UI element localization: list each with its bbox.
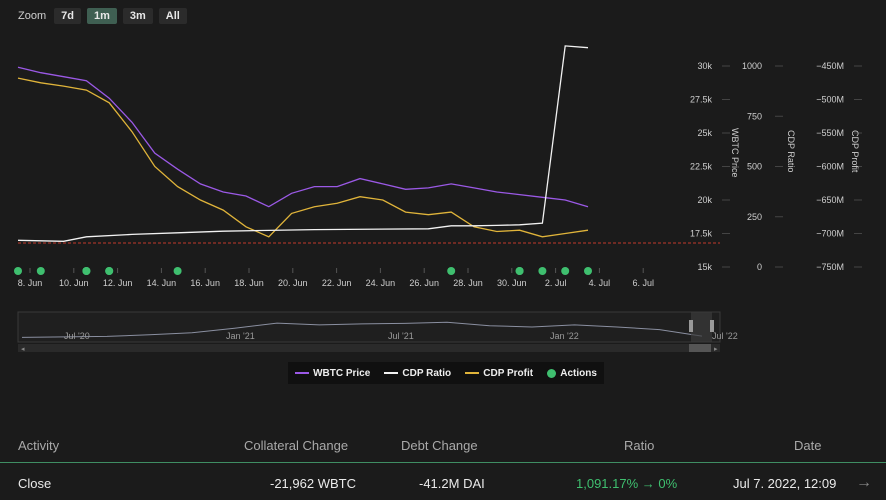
row-collateral: -21,962 WBTC: [270, 476, 356, 491]
navigator[interactable]: Jul '20 Jan '21 Jul '21 Jan '22 Jul '22 ◂ ▸: [0, 300, 886, 360]
legend-wbtc-swatch: [295, 372, 310, 374]
y-tick-label: 17.5k: [690, 229, 713, 239]
legend-ratio-label: CDP Ratio: [402, 367, 452, 379]
y-tick-label: −650M: [816, 195, 844, 205]
action-marker: [515, 267, 524, 275]
y-tick-label: 500: [747, 162, 762, 172]
x-tick-label: 26. Jun: [409, 278, 439, 288]
x-tick-label: 30. Jun: [497, 278, 527, 288]
header-date: Date: [794, 438, 822, 453]
navigator-label: Jul '20: [64, 331, 90, 341]
zoom-bar: Zoom 7d 1m 3m All: [18, 8, 187, 24]
x-tick-label: 18. Jun: [234, 278, 264, 288]
chart-legend: WBTC Price CDP Ratio CDP Profit Actions: [288, 362, 604, 384]
y-tick-label: −450M: [816, 61, 844, 71]
row-ratio: 1,091.17% → 0%: [576, 476, 678, 491]
zoom-all-button[interactable]: All: [158, 8, 187, 24]
action-marker: [173, 267, 182, 275]
header-collateral: Collateral Change: [244, 438, 349, 453]
legend-actions-label: Actions: [560, 367, 597, 379]
action-marker: [105, 267, 114, 275]
legend-wbtc-label: WBTC Price: [313, 367, 371, 379]
y-tick-label: 0: [757, 262, 762, 272]
navigator-label: Jan '21: [226, 331, 255, 341]
y-tick-label: 15k: [697, 262, 712, 272]
navigator-scrollbar: [18, 344, 720, 352]
y-tick-label: 250: [747, 212, 762, 222]
scroll-right-icon: ▸: [714, 346, 718, 353]
series-cdp-profit: [17, 77, 589, 238]
x-tick-label: 22. Jun: [322, 278, 352, 288]
header-debt: Debt Change: [401, 438, 478, 453]
legend-profit-swatch: [465, 372, 480, 374]
y-tick-label: −600M: [816, 162, 844, 172]
x-tick-label: 28. Jun: [453, 278, 483, 288]
row-debt: -41.2M DAI: [419, 476, 485, 491]
x-tick-label: 20. Jun: [278, 278, 308, 288]
y-tick-label: 20k: [697, 195, 712, 205]
y-tick-label: 27.5k: [690, 95, 713, 105]
table-row[interactable]: Close -21,962 WBTC -41.2M DAI 1,091.17% …: [0, 476, 886, 496]
x-tick-label: 10. Jun: [59, 278, 89, 288]
header-activity: Activity: [18, 438, 60, 453]
action-marker: [447, 267, 456, 275]
main-chart: 8. Jun 10. Jun 12. Jun 14. Jun 16. Jun 18. Ju…: [14, 45, 862, 288]
y-tick-label: −700M: [816, 229, 844, 239]
y-tick-label: 1000: [742, 61, 762, 71]
action-marker: [36, 267, 45, 275]
x-tick-label: 2. Jul: [545, 278, 567, 288]
y-tick-label: −500M: [816, 95, 844, 105]
arrow-right-icon[interactable]: →: [856, 474, 872, 491]
series-wbtc-price: [17, 66, 589, 208]
action-marker: [538, 267, 547, 275]
y-tick-label: 25k: [697, 128, 712, 138]
navigator-label: Jul '21: [388, 331, 414, 341]
legend-actions[interactable]: Actions: [547, 368, 597, 379]
y-tick-label: −550M: [816, 128, 844, 138]
navigator-handle-right: [710, 320, 714, 332]
x-tick-label: 16. Jun: [190, 278, 220, 288]
navigator-label: Jul '22: [712, 331, 738, 341]
header-ratio: Ratio: [624, 438, 655, 453]
legend-cdp-ratio[interactable]: CDP Ratio: [384, 368, 451, 379]
x-tick-label: 14. Jun: [147, 278, 177, 288]
action-marker: [82, 267, 91, 275]
y-tick-label: −750M: [816, 262, 844, 272]
y-tick-label: 22.5k: [690, 162, 713, 172]
navigator-line: [21, 321, 703, 338]
zoom-label: Zoom: [18, 10, 47, 22]
zoom-3m-button[interactable]: 3m: [122, 8, 153, 24]
y-tick-label: 750: [747, 111, 762, 121]
navigator-label: Jan '22: [550, 331, 579, 341]
y-axis-title: WBTC Price: [730, 128, 740, 178]
zoom-1m-button[interactable]: 1m: [86, 8, 117, 24]
y-axis-title: CDP Profit: [850, 130, 860, 173]
navigator-selection: [691, 312, 712, 342]
x-tick-label: 8. Jun: [18, 278, 43, 288]
activity-table-header: Activity Collateral Change Debt Change R…: [0, 438, 886, 456]
row-date: Jul 7. 2022, 12:09: [733, 476, 837, 491]
y-tick-label: 30k: [697, 61, 712, 71]
legend-wbtc-price[interactable]: WBTC Price: [295, 368, 370, 379]
series-cdp-ratio: [17, 45, 589, 242]
navigator-scrollbar-thumb: [689, 344, 711, 352]
x-tick-label: 12. Jun: [103, 278, 133, 288]
scroll-left-icon: ◂: [21, 346, 25, 353]
legend-profit-label: CDP Profit: [483, 367, 534, 379]
legend-ratio-swatch: [384, 372, 399, 374]
navigator-handle-left: [689, 320, 693, 332]
zoom-7d-button[interactable]: 7d: [54, 8, 81, 24]
navigator-frame: [17, 311, 721, 343]
action-marker: [584, 267, 592, 275]
x-tick-label: 24. Jun: [366, 278, 396, 288]
action-marker: [561, 267, 570, 275]
y-axis-title: CDP Ratio: [786, 130, 796, 172]
row-divider: [0, 462, 886, 463]
legend-cdp-profit[interactable]: CDP Profit: [465, 368, 533, 379]
row-activity: Close: [18, 476, 52, 491]
x-tick-label: 6. Jul: [632, 278, 654, 288]
x-tick-label: 4. Jul: [589, 278, 611, 288]
action-marker: [14, 267, 22, 275]
legend-actions-swatch: [547, 368, 557, 378]
